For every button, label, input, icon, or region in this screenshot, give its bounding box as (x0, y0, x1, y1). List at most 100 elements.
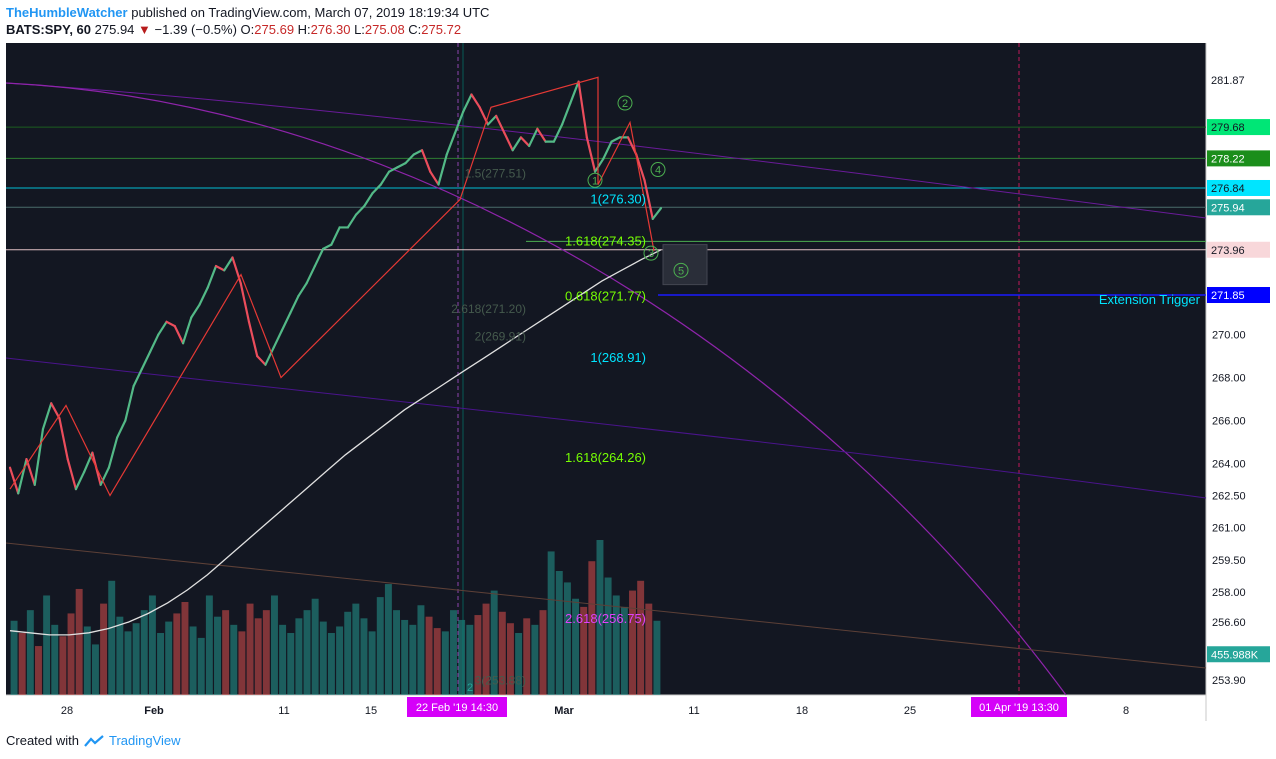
price-label-box (1207, 179, 1270, 196)
price-segment (404, 153, 415, 165)
price-segment (412, 149, 424, 156)
volume-bar (189, 626, 197, 695)
fib-level-label: 0.618(271.77) (565, 289, 646, 304)
fib-labels: 1(276.30) 1.618(274.35) 0.618(271.77) 1(268… (451, 167, 646, 688)
volume-bar (26, 610, 34, 695)
price-segment (181, 316, 193, 345)
volume-bar (555, 571, 563, 695)
created-with-text: Created with (6, 733, 79, 748)
volume-bar (246, 603, 254, 695)
price-segment (536, 127, 547, 143)
fib-lines (6, 43, 1206, 695)
high-value: 276.30 (310, 22, 351, 37)
volume-bar (214, 616, 221, 695)
volume-bars (10, 540, 661, 695)
volume-bar (336, 626, 344, 695)
y-tick-label: 261.00 (1212, 523, 1246, 535)
trend-curve (5, 82, 1207, 219)
volume-bar (124, 631, 132, 695)
chart-area[interactable]: 1(276.30) 1.618(274.35) 0.618(271.77) 1(268… (5, 43, 1270, 721)
price-segment (511, 136, 523, 152)
volume-bar (132, 623, 140, 695)
volume-bar (254, 618, 262, 695)
wave-circle (673, 262, 689, 278)
price-segment (495, 114, 506, 135)
price-segment (577, 80, 588, 139)
y-tick-label: 258.00 (1212, 587, 1246, 599)
volume-bar (401, 619, 409, 695)
volume-bar (393, 610, 400, 695)
price-segment (610, 136, 621, 143)
volume-bar (327, 633, 335, 695)
faint-level-label: 1.5(277.51) (465, 167, 526, 181)
volume-bar (157, 633, 165, 695)
wave-circle (650, 162, 666, 178)
price-axis-labels: 281.87278.33273.96270.00268.00266.00264.… (1207, 72, 1270, 687)
time-axis-labels: 28 Feb 11 15 Mar 11 18 25 8 22 Feb '19 14:30 01 Ap… (61, 697, 1129, 717)
price-series (8, 76, 663, 497)
volume-bar (59, 636, 67, 695)
publish-line: TheHumbleWatcher published on TradingVie… (6, 4, 489, 21)
wave-label: 1 (592, 175, 598, 187)
price-label-box (1207, 119, 1270, 136)
price-segment (66, 457, 78, 491)
volume-bar (376, 597, 384, 695)
price-segment (116, 419, 127, 439)
volume-bar (425, 616, 433, 695)
price-segment (643, 179, 654, 220)
price-segment (148, 333, 160, 353)
volume-bar (482, 603, 490, 695)
price-segment (99, 466, 110, 486)
price-segment (132, 367, 143, 388)
price-label-text: 281.87 (1211, 75, 1245, 87)
price-segment (313, 247, 325, 268)
volume-bar (629, 590, 636, 695)
price-segment (322, 243, 333, 250)
price-segment (165, 320, 176, 328)
price-segment (58, 417, 69, 461)
price-segment (264, 346, 275, 366)
volume-bar (620, 606, 628, 695)
tradingview-link[interactable]: TradingView (108, 733, 181, 748)
price-segment (635, 153, 646, 182)
price-segment (33, 427, 45, 486)
y-tick-label: 262.50 (1212, 491, 1246, 503)
time-highlight-box (407, 697, 507, 717)
price-segment (8, 466, 20, 495)
volume-bar (450, 610, 457, 695)
price-label-text: 455.988K (1211, 649, 1259, 661)
volume-bar (197, 637, 205, 695)
price-segment (297, 282, 308, 298)
volume-bar (572, 598, 580, 695)
volume-bar (441, 631, 449, 695)
volume-bar (43, 595, 51, 695)
volume-bar (295, 618, 303, 695)
open-label: O: (240, 22, 255, 37)
x-tick-label: 11 (278, 705, 289, 717)
price-chart[interactable]: 1(276.30) 1.618(274.35) 0.618(271.77) 1(268… (5, 43, 1270, 721)
volume-bar (588, 561, 596, 695)
price-segment (157, 320, 168, 336)
fib-level-label: 1(276.30) (590, 192, 646, 207)
tradingview-logo-icon (84, 734, 104, 747)
wave-label: 3 (648, 248, 654, 260)
price-segment (379, 170, 391, 186)
price-change: −1.39 (−0.5%) (154, 22, 237, 37)
volume-bar (563, 582, 571, 695)
author-link[interactable]: TheHumbleWatcher (6, 5, 128, 20)
price-segment (585, 136, 597, 173)
price-segment (214, 264, 226, 272)
volume-bar (35, 646, 42, 695)
volume-bar (279, 624, 287, 695)
footer: Created with TradingView (6, 733, 181, 748)
price-segment (470, 93, 481, 109)
price-label-box (1207, 241, 1270, 258)
price-segment (247, 320, 259, 358)
y-tick-label: 256.60 (1212, 617, 1246, 629)
volume-bar (596, 540, 604, 695)
price-label-box (1207, 199, 1270, 216)
price-segment (41, 402, 53, 431)
price-segment (363, 192, 374, 208)
wave-circle (587, 172, 603, 188)
price-segment (289, 294, 300, 315)
